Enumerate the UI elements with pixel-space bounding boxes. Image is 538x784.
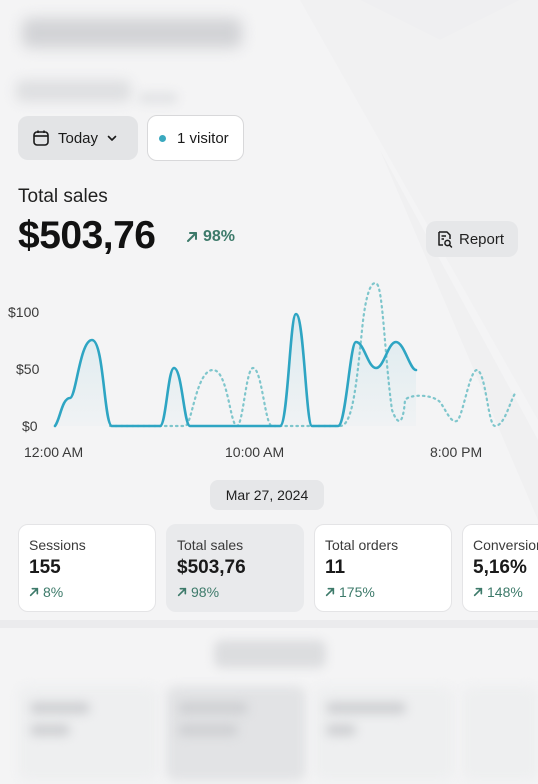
blurred-header: [0, 0, 538, 110]
metric-card-conversion-rate[interactable]: Conversion rate 5,16% 148%: [462, 524, 538, 612]
live-visitors-button[interactable]: 1 visitor: [147, 115, 244, 161]
report-button[interactable]: Report: [426, 221, 518, 257]
total-sales-value: $503,76: [18, 214, 156, 257]
arrow-up-right-icon: [325, 587, 335, 597]
current-period-line: [53, 312, 418, 428]
report-icon: [438, 231, 453, 248]
metric-value: 5,16%: [473, 557, 527, 578]
x-tick-label: 10:00 AM: [225, 444, 284, 460]
metric-change-value: 8%: [43, 584, 64, 600]
selected-date-chip: Mar 27, 2024: [210, 480, 324, 510]
metric-change-value: 98%: [191, 584, 220, 600]
sales-chart: $100 $50 $0 12:00 AM 10:00 AM 8:00 PM: [8, 282, 518, 460]
arrow-up-right-icon: [473, 587, 483, 597]
section-divider: [0, 620, 538, 628]
x-tick-label: 8:00 PM: [430, 444, 482, 460]
date-range-label: Today: [58, 129, 99, 147]
metric-change: 148%: [473, 584, 538, 600]
metric-card-total-sales[interactable]: Total sales $503,76 98%: [166, 524, 304, 612]
y-tick-label: $100: [8, 304, 39, 320]
metric-value: 155: [29, 557, 61, 578]
current-period-area: [55, 314, 416, 426]
metric-label: Sessions: [29, 537, 86, 553]
metric-card-total-orders[interactable]: Total orders 11 175%: [314, 524, 452, 612]
live-dot: [159, 134, 166, 142]
blurred-footer: [0, 628, 538, 784]
visitor-count-label: 1 visitor: [177, 129, 229, 147]
arrow-up-right-icon: [177, 587, 187, 597]
metric-change: 8%: [29, 584, 155, 600]
metric-value: 11: [325, 557, 346, 578]
arrow-up-right-icon: [29, 587, 39, 597]
metric-label: Total orders: [325, 537, 399, 553]
calendar-icon: [33, 130, 49, 146]
x-tick-label: 12:00 AM: [24, 444, 83, 460]
y-tick-label: $0: [22, 418, 38, 434]
metric-label: Total sales: [177, 537, 244, 553]
metric-card-sessions[interactable]: Sessions 155 8%: [18, 524, 156, 612]
metric-value: $503,76: [177, 557, 246, 578]
report-label: Report: [459, 230, 505, 248]
metric-change-value: 148%: [487, 584, 523, 600]
date-range-selector[interactable]: Today: [18, 116, 138, 160]
metric-change: 98%: [177, 584, 303, 600]
metric-label: Conversion rate: [473, 537, 538, 553]
metric-change-value: 175%: [339, 584, 375, 600]
page-title: Total sales: [18, 186, 108, 207]
total-sales-delta-value: 98%: [203, 228, 236, 245]
total-sales-delta: 98%: [186, 228, 235, 246]
metric-change: 175%: [325, 584, 451, 600]
chevron-down-icon: [107, 135, 117, 141]
arrow-up-right-icon: [187, 232, 197, 242]
y-tick-label: $50: [16, 361, 40, 377]
